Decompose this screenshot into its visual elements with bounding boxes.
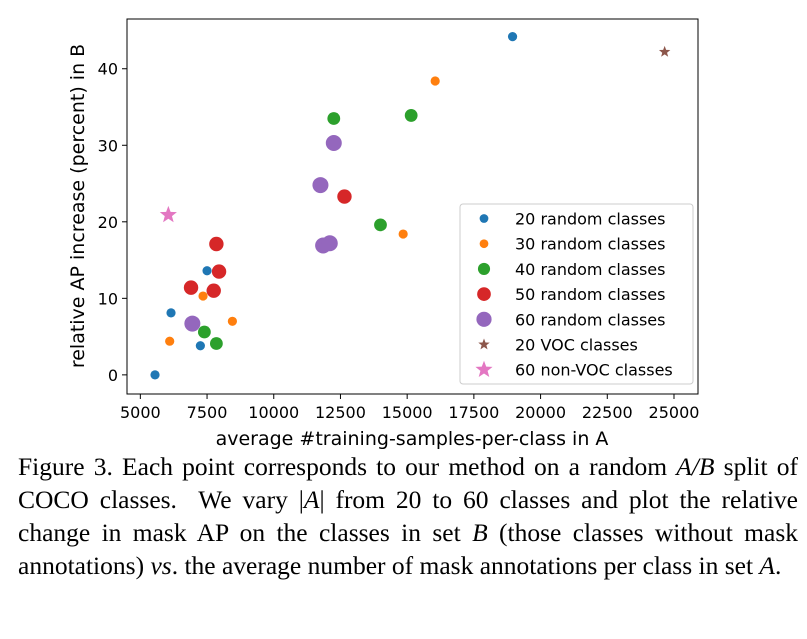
data-point [337, 189, 352, 204]
x-tick-label: 25000 [649, 403, 700, 422]
x-axis-label: average #training-samples-per-class in A [216, 428, 609, 450]
x-tick-label: 10000 [248, 403, 299, 422]
data-point [658, 45, 671, 57]
x-axis-ticks: 5000 7500 10000 12500 15000 17500 20000 22500 25… [120, 394, 699, 422]
data-point [150, 370, 160, 380]
data-point [325, 134, 342, 151]
legend-marker [478, 338, 490, 350]
data-point [209, 236, 224, 252]
caption-text: B [472, 518, 488, 547]
caption-text: (those classes without mask annotations) [18, 518, 805, 580]
y-tick-label: 30 [98, 136, 118, 155]
data-point [198, 291, 208, 301]
scatter-chart: 5000 7500 10000 12500 15000 17500 20000 22500 25… [67, 18, 699, 450]
y-tick-label: 40 [98, 60, 118, 79]
data-point [398, 229, 408, 239]
data-point [227, 316, 237, 326]
legend-label: 20 random classes [515, 210, 665, 229]
legend-marker [477, 262, 491, 275]
legend-marker [479, 239, 489, 249]
data-point [312, 177, 329, 194]
caption-text: A [303, 485, 320, 514]
data-point [209, 337, 223, 350]
x-tick-label: 17500 [448, 403, 499, 422]
caption-text: . the average number of mask annotations… [171, 551, 760, 580]
caption-text: | from 20 to 60 classes and plot the rel… [18, 485, 805, 547]
legend: 20 random classes 30 random classes 40 ran… [459, 203, 694, 385]
data-point [195, 341, 205, 351]
legend-label: 20 VOC classes [515, 336, 638, 355]
data-point [183, 280, 199, 295]
legend-marker [477, 287, 491, 301]
caption-text: . [775, 551, 782, 580]
caption-text: vs [150, 551, 172, 580]
chart-svg: 5000 7500 10000 12500 15000 17500 20000 22500 25… [67, 18, 699, 450]
y-axis-ticks: 0 10 20 30 40 [98, 60, 127, 385]
legend-label: 30 random classes [515, 235, 665, 254]
x-tick-label: 7500 [187, 403, 228, 422]
data-point [374, 218, 387, 232]
legend-label: 50 random classes [515, 285, 665, 304]
data-point [327, 112, 341, 125]
y-tick-label: 0 [108, 366, 118, 385]
data-point [159, 205, 177, 223]
caption-text: A [759, 551, 775, 580]
legend-marker [479, 214, 489, 223]
caption-text: split of COCO classes. We vary | [18, 452, 805, 514]
plot-area [126, 18, 699, 395]
data-point [321, 235, 338, 252]
data-point [206, 283, 221, 298]
data-points [150, 32, 671, 380]
data-point [211, 264, 227, 279]
legend-label: 40 random classes [515, 260, 665, 279]
data-point [404, 109, 418, 122]
data-point [166, 308, 176, 318]
data-point [184, 315, 201, 332]
legend-marker [476, 311, 492, 327]
legend-marker [475, 360, 493, 377]
x-tick-label: 5000 [120, 403, 161, 422]
data-point [197, 325, 211, 339]
data-point [507, 32, 518, 42]
legend-label: 60 random classes [515, 310, 665, 329]
y-axis-label: relative AP increase (percent) in B [67, 44, 89, 368]
x-tick-label: 22500 [582, 403, 633, 422]
legend-frame [459, 203, 694, 385]
data-point [430, 76, 440, 86]
x-tick-label: 12500 [315, 403, 366, 422]
x-tick-label: 15000 [382, 403, 433, 422]
data-point [202, 266, 212, 276]
figure-caption: Figure 3. Each point corresponds to our … [18, 450, 798, 582]
data-point [165, 336, 175, 346]
y-tick-label: 10 [98, 289, 118, 308]
x-tick-label: 20000 [515, 403, 566, 422]
caption-text: A/B [676, 452, 715, 481]
y-tick-label: 20 [98, 213, 118, 232]
legend-label: 60 non-VOC classes [515, 361, 673, 380]
caption-text: Figure 3. Each point corresponds to our … [18, 452, 677, 481]
